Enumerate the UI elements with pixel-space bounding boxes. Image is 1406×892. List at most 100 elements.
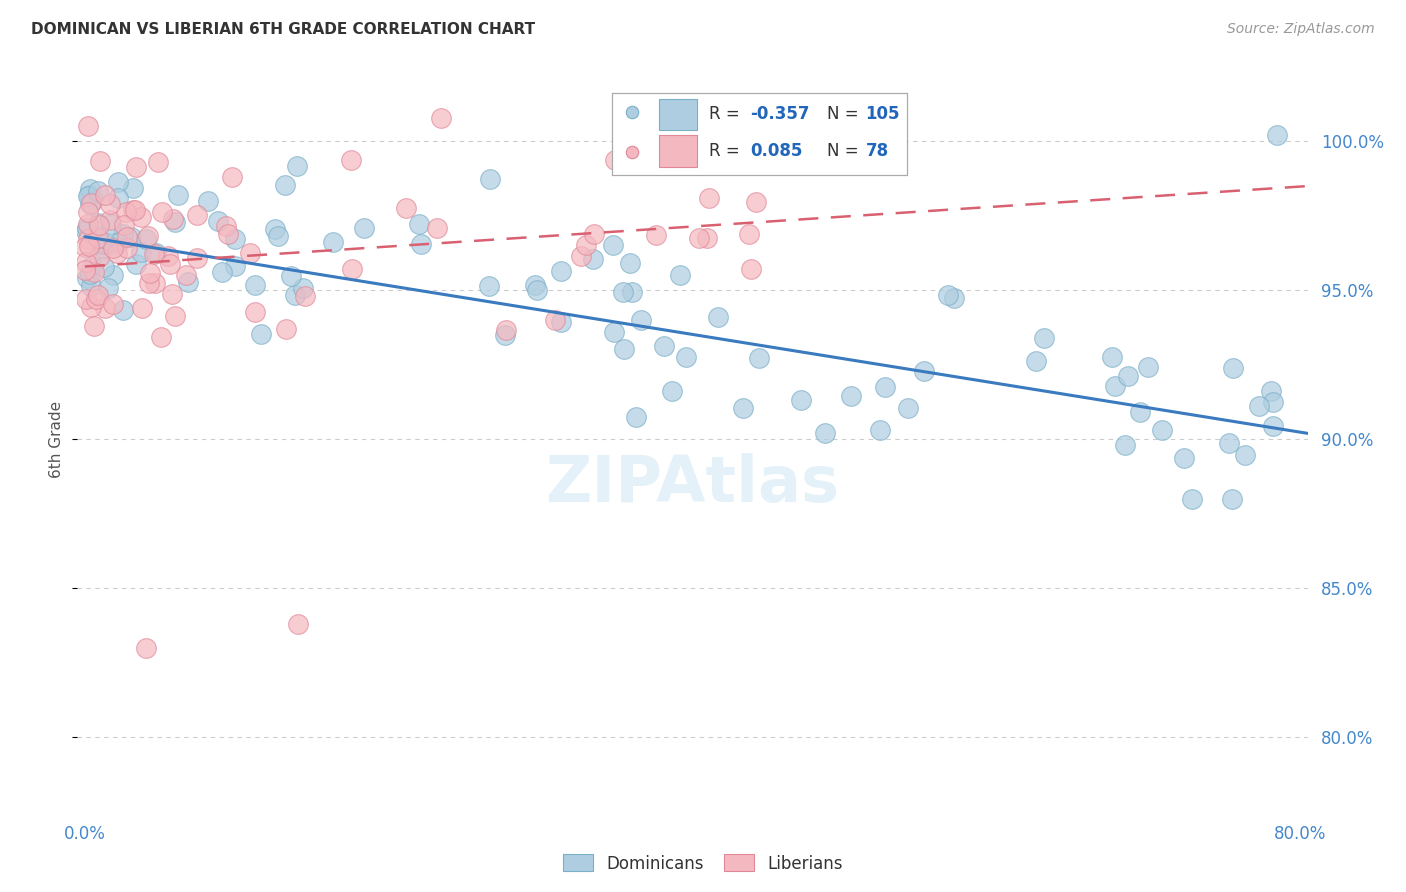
Point — [79, 182, 101, 196]
Point — [526, 283, 548, 297]
Point — [1260, 384, 1282, 398]
Point — [936, 287, 959, 301]
Point — [98, 196, 121, 211]
Point — [145, 246, 167, 260]
Point — [112, 219, 135, 233]
Point — [1234, 448, 1257, 462]
Text: DOMINICAN VS LIBERIAN 6TH GRADE CORRELATION CHART: DOMINICAN VS LIBERIAN 6TH GRADE CORRELAT… — [31, 22, 536, 37]
Point — [93, 260, 115, 275]
Point — [167, 187, 190, 202]
Point — [115, 229, 138, 244]
Point — [274, 178, 297, 193]
Point — [103, 241, 125, 255]
Point — [76, 119, 98, 133]
Point — [250, 326, 273, 341]
Point — [294, 289, 316, 303]
Point — [125, 257, 148, 271]
Point — [285, 159, 308, 173]
Point — [875, 380, 897, 394]
Point — [1104, 378, 1126, 392]
Point — [124, 160, 146, 174]
Point — [159, 256, 181, 270]
Point — [87, 231, 110, 245]
Point — [494, 327, 516, 342]
Point — [243, 304, 266, 318]
Point — [697, 191, 720, 205]
Point — [83, 319, 105, 334]
Point — [224, 232, 246, 246]
Point — [77, 188, 100, 202]
Point — [75, 224, 97, 238]
Point — [87, 218, 110, 232]
Point — [112, 302, 135, 317]
Point — [75, 255, 97, 269]
Point — [748, 351, 770, 365]
Point — [142, 246, 165, 260]
Point — [84, 292, 107, 306]
Point — [75, 263, 97, 277]
Point — [186, 208, 208, 222]
Point — [239, 245, 262, 260]
Point — [706, 310, 728, 325]
Point — [1114, 437, 1136, 451]
Point — [661, 384, 683, 398]
Point — [121, 180, 143, 194]
Point — [79, 267, 101, 281]
Point — [669, 268, 692, 283]
Point — [76, 205, 98, 219]
Point — [322, 235, 344, 249]
Point — [912, 364, 935, 378]
Point — [77, 189, 100, 203]
Point — [411, 236, 433, 251]
Point — [1152, 423, 1174, 437]
Text: Source: ZipAtlas.com: Source: ZipAtlas.com — [1227, 22, 1375, 37]
Point — [1261, 419, 1284, 434]
Text: R =: R = — [709, 104, 745, 123]
Point — [745, 194, 768, 209]
Point — [107, 191, 129, 205]
Point — [479, 171, 502, 186]
Point — [1247, 399, 1270, 413]
Point — [76, 232, 98, 246]
Point — [94, 237, 117, 252]
Point — [89, 153, 111, 168]
Point — [150, 205, 173, 219]
Point — [619, 255, 641, 269]
Point — [156, 249, 179, 263]
Legend: Dominicans, Liberians: Dominicans, Liberians — [557, 847, 849, 880]
Point — [176, 276, 198, 290]
Point — [1129, 405, 1152, 419]
Point — [582, 252, 605, 266]
Text: N =: N = — [827, 143, 869, 161]
Point — [77, 239, 100, 253]
Point — [1137, 360, 1160, 375]
Point — [105, 245, 128, 260]
Point — [217, 227, 239, 242]
Point — [174, 268, 197, 282]
Point — [87, 287, 110, 301]
Point — [186, 252, 208, 266]
Point — [612, 285, 634, 299]
Point — [135, 640, 157, 655]
Point — [211, 265, 233, 279]
Point — [82, 259, 104, 273]
Point — [107, 236, 129, 251]
Point — [93, 241, 115, 255]
Point — [263, 221, 285, 235]
Point — [149, 330, 172, 344]
Point — [76, 271, 98, 285]
Point — [602, 238, 624, 252]
Point — [90, 237, 112, 252]
Point — [569, 249, 592, 263]
Point — [124, 203, 146, 218]
Point — [839, 389, 862, 403]
Point — [621, 105, 644, 120]
Point — [215, 219, 238, 233]
Point — [160, 286, 183, 301]
Point — [340, 153, 363, 168]
Text: -0.357: -0.357 — [751, 104, 810, 123]
Point — [77, 217, 100, 231]
Point — [163, 215, 186, 229]
Point — [73, 239, 96, 253]
Point — [1173, 450, 1195, 465]
